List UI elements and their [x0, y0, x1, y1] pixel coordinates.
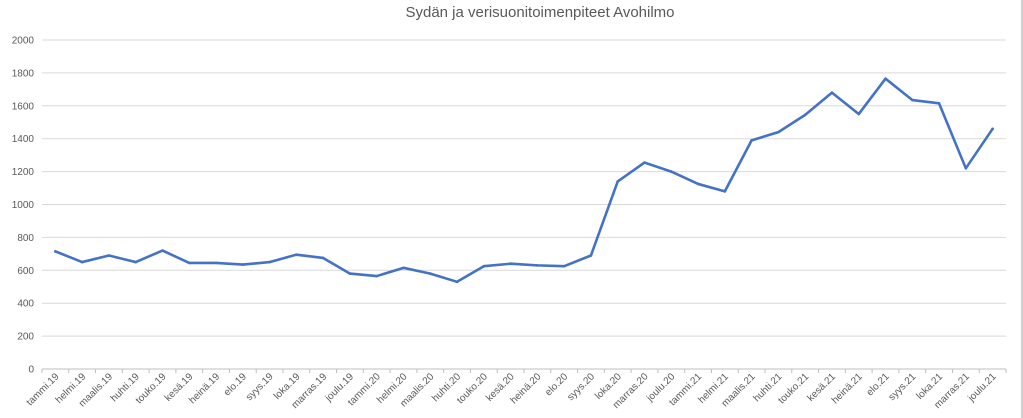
- data-point: [161, 249, 164, 252]
- y-tick-label: 0: [28, 365, 34, 376]
- x-tick-label: syys.20: [565, 371, 597, 403]
- data-point: [910, 98, 914, 102]
- data-point: [321, 256, 325, 260]
- data-point: [214, 261, 218, 265]
- y-tick-label: 400: [17, 299, 34, 310]
- data-point: [241, 263, 245, 266]
- data-point: [830, 91, 834, 94]
- gridlines: [42, 39, 1006, 370]
- data-point: [54, 250, 57, 253]
- y-axis-ticks: 0 200 400 600 800 1000 1200 1400 1600 1800 2000: [12, 36, 35, 376]
- data-point: [616, 180, 620, 183]
- x-tick-label: joulu.21: [965, 371, 999, 405]
- data-point: [562, 264, 566, 268]
- data-point: [643, 161, 646, 164]
- data-point: [348, 272, 352, 275]
- data-point: [669, 170, 673, 173]
- y-tick-label: 1000: [12, 200, 35, 211]
- data-point: [80, 260, 84, 264]
- series-layer: [54, 77, 994, 284]
- data-point: [375, 274, 379, 278]
- data-point: [428, 272, 432, 275]
- data-point: [777, 130, 780, 134]
- data-point: [857, 112, 861, 116]
- data-point: [187, 261, 191, 265]
- x-tick-label: syys.19: [244, 371, 276, 403]
- data-point: [536, 264, 539, 267]
- y-tick-label: 2000: [12, 36, 35, 47]
- data-point: [107, 254, 111, 257]
- data-point: [589, 254, 593, 257]
- y-tick-label: 1200: [12, 167, 35, 178]
- data-point: [134, 260, 138, 264]
- data-point: [295, 253, 298, 256]
- series-line: [54, 77, 994, 284]
- data-point: [696, 182, 700, 186]
- data-point: [509, 262, 512, 266]
- data-point: [402, 266, 405, 270]
- y-tick-label: 1800: [12, 68, 35, 79]
- data-point: [750, 139, 753, 142]
- y-tick-label: 200: [17, 332, 34, 343]
- data-point: [937, 102, 941, 105]
- x-tick-label: syys.21: [887, 371, 919, 403]
- chart-title: Sydän ja verisuonitoimenpiteet Avohilmo: [405, 4, 675, 21]
- data-point: [268, 260, 271, 264]
- data-point: [723, 190, 727, 193]
- y-tick-label: 1600: [12, 101, 35, 112]
- y-tick-label: 1400: [12, 134, 35, 145]
- data-point: [991, 127, 994, 131]
- data-point: [482, 264, 486, 268]
- data-point: [455, 280, 459, 284]
- data-point: [884, 77, 887, 80]
- data-point: [964, 167, 968, 170]
- y-tick-label: 800: [17, 233, 34, 244]
- y-tick-label: 600: [17, 266, 34, 277]
- x-axis-ticks: tammi.19helmi.19maalis.19huhti.19touko.1…: [25, 369, 1007, 411]
- x-tick-label: tammi.19: [25, 371, 62, 408]
- data-point: [803, 113, 807, 117]
